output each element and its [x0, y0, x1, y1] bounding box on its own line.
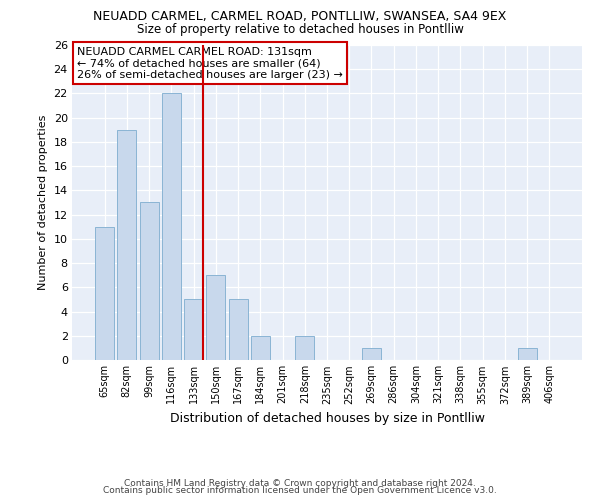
Bar [362, 348, 381, 360]
Bar [140, 202, 158, 360]
Text: Contains HM Land Registry data © Crown copyright and database right 2024.: Contains HM Land Registry data © Crown c… [124, 478, 476, 488]
Bar [295, 336, 314, 360]
X-axis label: Distribution of detached houses by size in Pontlliw: Distribution of detached houses by size … [170, 412, 485, 425]
Bar [162, 94, 181, 360]
Text: NEUADD CARMEL CARMEL ROAD: 131sqm
← 74% of detached houses are smaller (64)
26% : NEUADD CARMEL CARMEL ROAD: 131sqm ← 74% … [77, 46, 343, 80]
Bar [184, 300, 203, 360]
Bar [251, 336, 270, 360]
Bar [229, 300, 248, 360]
Text: Contains public sector information licensed under the Open Government Licence v3: Contains public sector information licen… [103, 486, 497, 495]
Text: NEUADD CARMEL, CARMEL ROAD, PONTLLIW, SWANSEA, SA4 9EX: NEUADD CARMEL, CARMEL ROAD, PONTLLIW, SW… [94, 10, 506, 23]
Text: Size of property relative to detached houses in Pontlliw: Size of property relative to detached ho… [137, 22, 463, 36]
Bar [206, 275, 225, 360]
Bar [95, 226, 114, 360]
Bar [118, 130, 136, 360]
Bar [518, 348, 536, 360]
Y-axis label: Number of detached properties: Number of detached properties [38, 115, 48, 290]
